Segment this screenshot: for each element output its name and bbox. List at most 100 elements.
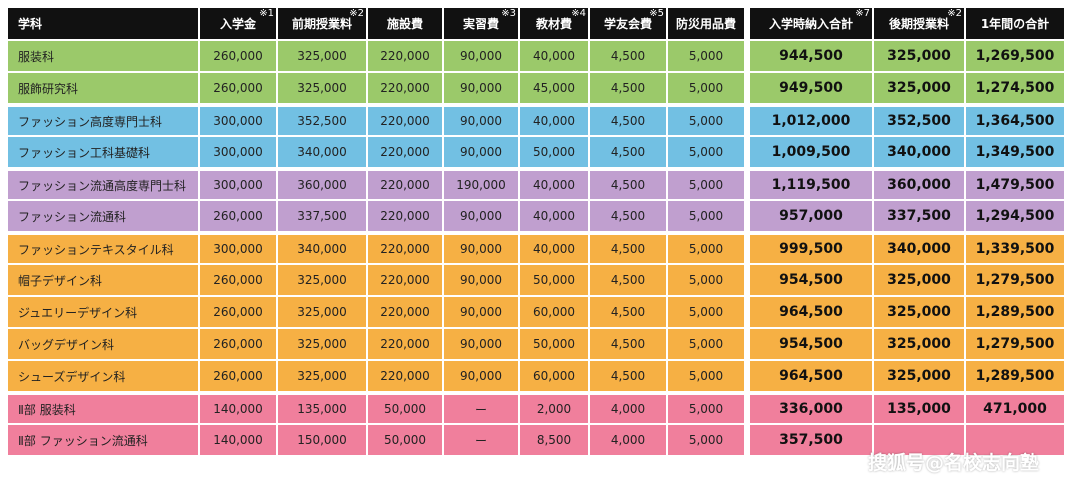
fee-cell: 5,000: [668, 265, 750, 297]
fee-cell: 135,000: [874, 393, 966, 425]
column-header-label: 後期授業料: [888, 17, 949, 31]
fee-cell: 260,000: [200, 201, 278, 233]
fee-cell: 90,000: [444, 105, 520, 137]
fee-cell: 1,349,500: [966, 137, 1066, 169]
department-name-cell: ファッションテキスタイル科: [8, 233, 200, 265]
fee-cell: 220,000: [368, 329, 444, 361]
fee-cell: 5,000: [668, 297, 750, 329]
fee-cell: 260,000: [200, 41, 278, 73]
fee-cell: 4,500: [590, 137, 668, 169]
fee-cell: 220,000: [368, 73, 444, 105]
fee-cell: 220,000: [368, 41, 444, 73]
table-row: 服飾研究科 260,000 325,000 220,000 90,000 45,000 4,…: [8, 73, 1066, 105]
fee-cell: 957,000: [750, 201, 874, 233]
column-header-label: 前期授業料: [291, 17, 352, 31]
fee-cell: 220,000: [368, 201, 444, 233]
footnote-marker: ※2: [947, 8, 962, 19]
fee-cell: 325,000: [874, 265, 966, 297]
department-name-cell: ジュエリーデザイン科: [8, 297, 200, 329]
fee-cell: 150,000: [278, 425, 368, 457]
fee-cell: 90,000: [444, 41, 520, 73]
column-header: 学科: [8, 8, 200, 41]
department-name-cell: 帽子デザイン科: [8, 265, 200, 297]
fee-cell: 5,000: [668, 41, 750, 73]
fee-cell: ー: [444, 393, 520, 425]
table-row: ファッション高度専門士科 300,000 352,500 220,000 90,000 4…: [8, 105, 1066, 137]
footnote-marker: ※2: [349, 8, 364, 19]
column-header: 前期授業料 ※2: [278, 8, 368, 41]
fee-cell: 5,000: [668, 425, 750, 457]
fee-cell: 40,000: [520, 233, 590, 265]
fee-cell: 140,000: [200, 425, 278, 457]
column-header: 防災用品費: [668, 8, 750, 41]
fee-cell: [966, 425, 1066, 457]
column-header: 施設費: [368, 8, 444, 41]
fee-cell: 954,500: [750, 329, 874, 361]
fee-cell: 135,000: [278, 393, 368, 425]
fee-cell: [874, 425, 966, 457]
column-header-label: 学友会費: [603, 17, 652, 31]
fee-cell: 954,500: [750, 265, 874, 297]
fee-cell: 337,500: [874, 201, 966, 233]
fee-cell: 1,479,500: [966, 169, 1066, 201]
table-row: ファッション流通科 260,000 337,500 220,000 90,000 40,0…: [8, 201, 1066, 233]
fee-cell: 949,500: [750, 73, 874, 105]
column-header-label: 入学金: [219, 17, 256, 31]
column-header-label: 施設費: [386, 17, 423, 31]
fee-cell: 944,500: [750, 41, 874, 73]
fee-cell: 4,500: [590, 297, 668, 329]
footnote-marker: ※7: [855, 8, 870, 19]
fee-cell: 40,000: [520, 169, 590, 201]
department-name-cell: Ⅱ部 服装科: [8, 393, 200, 425]
fee-cell: 325,000: [278, 297, 368, 329]
column-header: 実習費 ※3: [444, 8, 520, 41]
column-header: 入学金 ※1: [200, 8, 278, 41]
fee-cell: 340,000: [278, 137, 368, 169]
fee-cell: 1,289,500: [966, 361, 1066, 393]
fee-cell: 5,000: [668, 169, 750, 201]
table-row: Ⅱ部 ファッション流通科 140,000 150,000 50,000 ー 8,500 4,…: [8, 425, 1066, 457]
fee-cell: 1,274,500: [966, 73, 1066, 105]
fee-cell: ー: [444, 425, 520, 457]
column-header-label: 学科: [18, 17, 43, 31]
fee-cell: 5,000: [668, 329, 750, 361]
footnote-marker: ※3: [501, 8, 516, 19]
fee-cell: 1,119,500: [750, 169, 874, 201]
fee-cell: 336,000: [750, 393, 874, 425]
fee-cell: 300,000: [200, 233, 278, 265]
fee-cell: 325,000: [874, 329, 966, 361]
fee-cell: 4,000: [590, 425, 668, 457]
fee-cell: 4,500: [590, 201, 668, 233]
fee-cell: 325,000: [278, 329, 368, 361]
column-header-label: 実習費: [462, 17, 499, 31]
fee-cell: 40,000: [520, 41, 590, 73]
column-header-label: 入学時納入合計: [768, 17, 853, 31]
fee-cell: 90,000: [444, 329, 520, 361]
fee-cell: 260,000: [200, 297, 278, 329]
fee-cell: 5,000: [668, 361, 750, 393]
fee-cell: 260,000: [200, 361, 278, 393]
column-header: 入学時納入合計 ※7: [750, 8, 874, 41]
fee-cell: 325,000: [874, 73, 966, 105]
fee-cell: 964,500: [750, 297, 874, 329]
fee-cell: 325,000: [278, 265, 368, 297]
fee-cell: 50,000: [520, 329, 590, 361]
fee-cell: 352,500: [278, 105, 368, 137]
fee-cell: 90,000: [444, 361, 520, 393]
fee-cell: 325,000: [874, 297, 966, 329]
fee-cell: 4,500: [590, 41, 668, 73]
fee-cell: 220,000: [368, 105, 444, 137]
fee-cell: 964,500: [750, 361, 874, 393]
fee-cell: 220,000: [368, 169, 444, 201]
department-name-cell: ファッション高度専門士科: [8, 105, 200, 137]
fee-cell: 220,000: [368, 265, 444, 297]
fee-cell: 260,000: [200, 73, 278, 105]
fee-cell: 4,500: [590, 265, 668, 297]
fee-cell: 4,000: [590, 393, 668, 425]
fee-cell: 352,500: [874, 105, 966, 137]
fee-cell: 1,012,000: [750, 105, 874, 137]
department-name-cell: シューズデザイン科: [8, 361, 200, 393]
fee-cell: 50,000: [520, 265, 590, 297]
fee-cell: 1,289,500: [966, 297, 1066, 329]
table-row: 服装科 260,000 325,000 220,000 90,000 40,000 4,50…: [8, 41, 1066, 73]
